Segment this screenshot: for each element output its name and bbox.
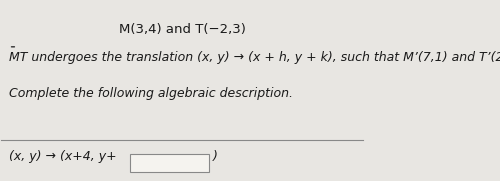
Text: (x, y) → (x+4, y+: (x, y) → (x+4, y+ [8,150,116,163]
FancyBboxPatch shape [130,154,210,172]
Text: ): ) [213,150,218,163]
Text: M(3,4) and T(−2,3): M(3,4) and T(−2,3) [118,23,246,36]
Text: MT undergoes the translation (x, y) → (x + h, y + k), such that M’(7,1) and T’(2: MT undergoes the translation (x, y) → (x… [8,51,500,64]
Text: Complete the following algebraic description.: Complete the following algebraic descrip… [8,87,292,100]
